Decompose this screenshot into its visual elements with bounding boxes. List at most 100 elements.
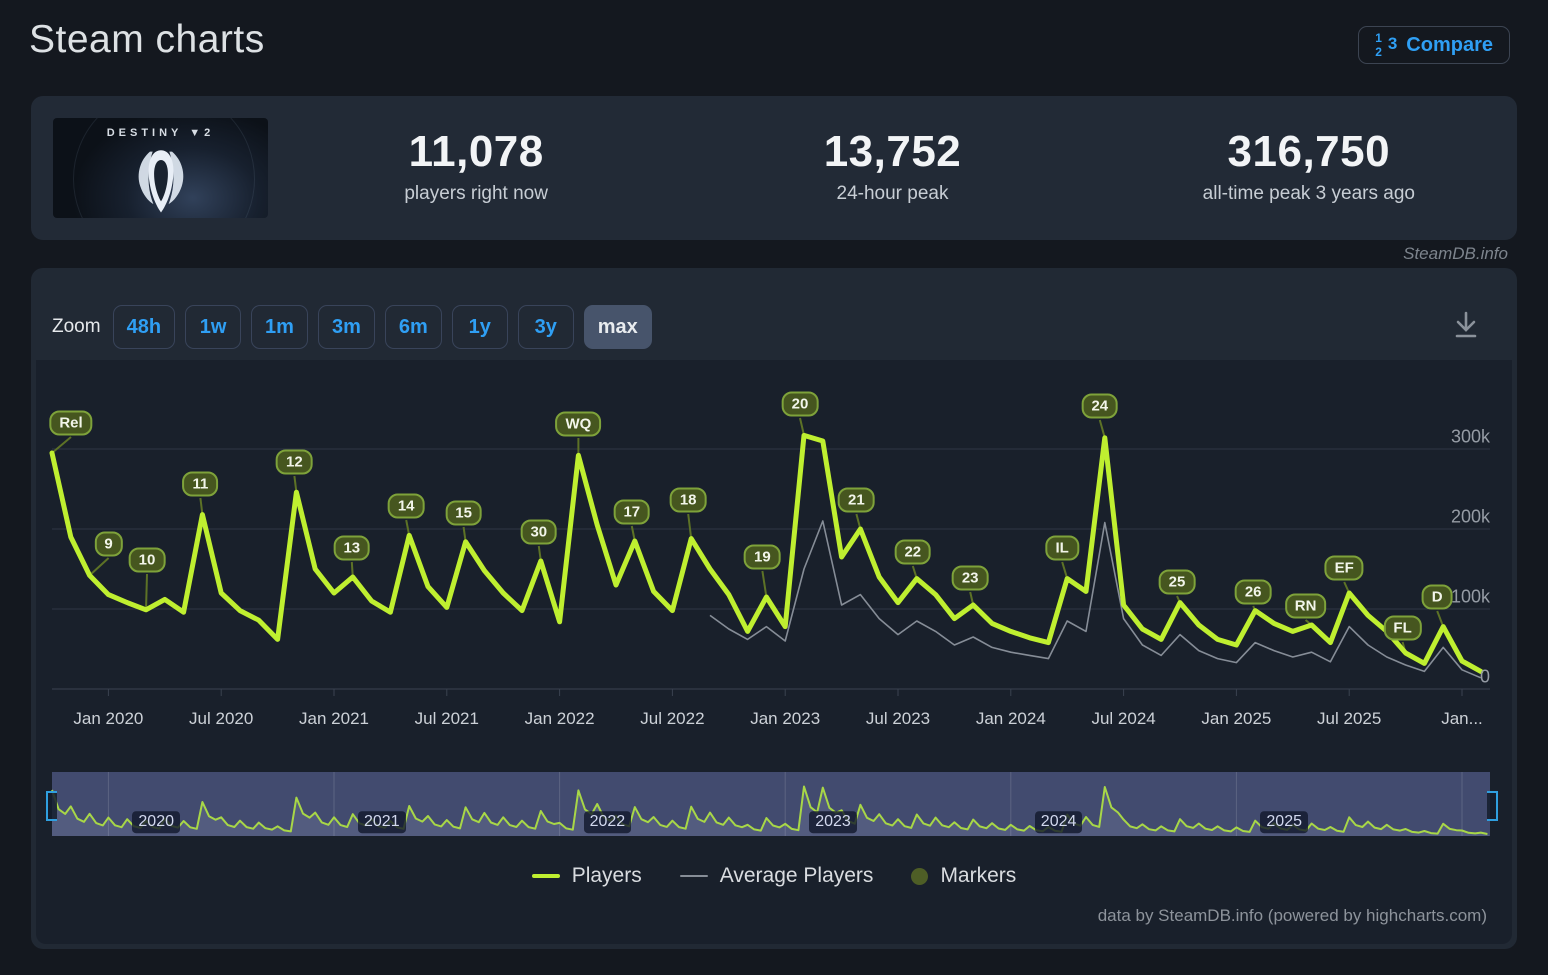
marker-stem xyxy=(293,475,298,493)
range-button-3m[interactable]: 3m xyxy=(317,305,375,349)
legend-item-average-players[interactable]: Average Players xyxy=(679,864,874,888)
chart-marker-RN: RN xyxy=(1284,593,1327,619)
marker-stem xyxy=(51,436,72,454)
chart-marker-D: D xyxy=(1421,584,1453,610)
y-axis-label: 200k xyxy=(1450,506,1490,527)
x-axis-label: Jul 2025 xyxy=(1317,709,1382,728)
steamdb-watermark: SteamDB.info xyxy=(1403,244,1508,263)
compare-label: Compare xyxy=(1406,33,1493,56)
navigator-year-label: 2023 xyxy=(809,811,857,833)
chart-panel: Zoom 48h 1w 1m 3m 6m 1y 3y max 0 100k 200k 300k Jan… xyxy=(31,268,1517,949)
navigator-year-label: 2021 xyxy=(358,811,406,833)
marker-stem xyxy=(405,519,411,536)
range-button-1w[interactable]: 1w xyxy=(185,305,242,349)
marker-stem xyxy=(1098,419,1106,439)
x-axis-label: Jan 2024 xyxy=(975,709,1046,728)
navigator-year-label: 2025 xyxy=(1260,811,1308,833)
x-axis-label: Jan... xyxy=(1441,709,1483,728)
y-axis-label: 100k xyxy=(1450,586,1490,607)
legend-swatch xyxy=(531,874,560,878)
average-players-line xyxy=(709,520,1482,679)
stat-label: players right now xyxy=(404,183,548,204)
range-button-48h[interactable]: 48h xyxy=(112,305,176,349)
players-line xyxy=(49,432,1484,674)
legend-label: Markers xyxy=(940,864,1017,887)
stat-24h-peak: 13,752 24-hour peak xyxy=(684,127,1100,205)
legend-swatch xyxy=(911,867,929,885)
stat-label: 24-hour peak xyxy=(836,183,949,204)
chart-marker-26: 26 xyxy=(1234,579,1272,605)
page-title: Steam charts xyxy=(29,18,265,61)
main-chart[interactable] xyxy=(31,268,1517,949)
game-title: DESTINY ▼2 xyxy=(106,127,215,139)
marker-stem xyxy=(799,417,805,436)
marker-stem xyxy=(630,525,636,542)
chart-marker-EF: EF xyxy=(1324,555,1364,581)
range-button-3y[interactable]: 3y xyxy=(517,305,574,349)
stats-card: DESTINY ▼2 11,078 players right now 13,7… xyxy=(31,96,1517,240)
marker-stem xyxy=(537,545,542,562)
x-axis-label: Jul 2020 xyxy=(189,709,254,728)
navigator-year-label: 2022 xyxy=(583,811,632,833)
x-axis-label: Jan 2023 xyxy=(750,709,821,728)
legend-item-markers[interactable]: Markers xyxy=(911,864,1016,888)
navigator-year-label: 2024 xyxy=(1034,811,1083,833)
navigator-handle-left[interactable] xyxy=(46,791,57,821)
y-axis-label: 0 xyxy=(1479,666,1490,687)
marker-stem xyxy=(88,557,110,577)
chart-marker-24: 24 xyxy=(1081,393,1119,419)
y-axis-label: 300k xyxy=(1450,426,1490,447)
stat-value: 11,078 xyxy=(408,127,544,176)
stat-alltime-peak: 316,750 all-time peak 3 years ago xyxy=(1101,127,1517,205)
x-axis-label: Jan 2022 xyxy=(524,709,595,728)
marker-stem xyxy=(350,561,354,578)
marker-stem xyxy=(1061,561,1069,579)
game-capsule: DESTINY ▼2 xyxy=(53,118,268,218)
legend-label: Players xyxy=(571,864,642,887)
chart-marker-20: 20 xyxy=(781,391,819,417)
chart-credit: data by SteamDB.info (powered by highcha… xyxy=(1097,906,1487,925)
marker-stem xyxy=(145,573,148,610)
chart-marker-WQ: WQ xyxy=(555,411,602,437)
chart-marker-Rel: Rel xyxy=(49,410,93,436)
legend-label: Average Players xyxy=(719,864,874,887)
chart-marker-10: 10 xyxy=(128,547,166,573)
range-button-max[interactable]: max xyxy=(583,305,652,349)
x-axis-label: Jul 2023 xyxy=(865,709,931,728)
chart-marker-14: 14 xyxy=(387,493,425,519)
stat-value: 316,750 xyxy=(1227,127,1391,176)
chart-legend: Players Average Players Markers xyxy=(31,864,1517,888)
marker-stem xyxy=(761,570,768,598)
x-axis-label: Jan 2020 xyxy=(73,709,144,728)
destiny-ghost-icon xyxy=(138,150,183,213)
chart-marker-12: 12 xyxy=(276,449,313,475)
legend-swatch xyxy=(679,875,708,877)
chart-marker-18: 18 xyxy=(669,487,707,513)
chart-marker-11: 11 xyxy=(182,471,219,497)
navigator-handle-right[interactable] xyxy=(1487,791,1498,821)
stat-current-players: 11,078 players right now xyxy=(268,127,684,205)
chart-marker-25: 25 xyxy=(1158,569,1196,595)
chart-marker-15: 15 xyxy=(445,500,482,526)
chart-marker-IL: IL xyxy=(1045,535,1079,561)
download-icon[interactable] xyxy=(1451,310,1481,342)
stat-value: 13,752 xyxy=(823,127,962,176)
x-axis-label: Jan 2021 xyxy=(299,709,369,728)
marker-stem xyxy=(687,513,693,539)
chart-marker-9: 9 xyxy=(94,531,123,557)
x-axis-label: Jan 2025 xyxy=(1201,709,1272,728)
chart-marker-19: 19 xyxy=(744,544,781,570)
range-button-6m[interactable]: 6m xyxy=(384,305,442,349)
range-button-1y[interactable]: 1y xyxy=(451,305,508,349)
marker-stem xyxy=(855,513,862,530)
x-axis-label: Jul 2022 xyxy=(640,709,705,728)
chart-marker-FL: FL xyxy=(1383,615,1422,641)
legend-item-players[interactable]: Players xyxy=(531,864,642,888)
range-button-1m[interactable]: 1m xyxy=(251,305,308,349)
stat-label: all-time peak 3 years ago xyxy=(1202,183,1415,204)
zoom-label: Zoom xyxy=(52,316,101,337)
x-axis-label: Jul 2021 xyxy=(414,709,479,728)
marker-stem xyxy=(1436,610,1445,627)
